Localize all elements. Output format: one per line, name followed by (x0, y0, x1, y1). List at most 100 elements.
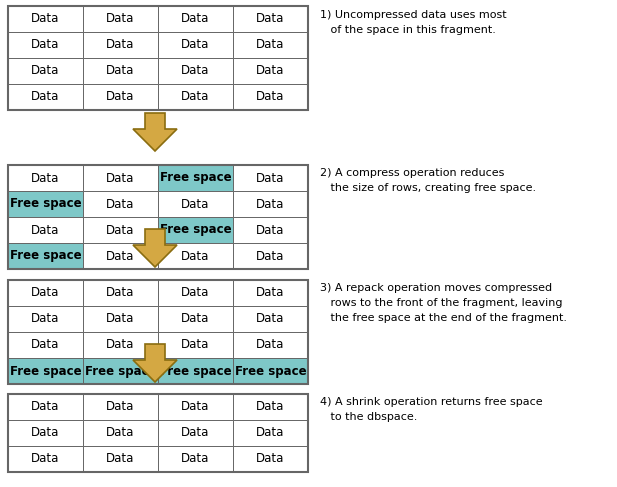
Bar (8, 306, 83, 332)
Text: Data: Data (256, 286, 284, 300)
Bar (83, 165, 158, 191)
Bar (8, 32, 83, 58)
Bar (158, 217, 233, 243)
Bar (8, 6, 83, 32)
Text: Data: Data (181, 38, 210, 52)
Bar (83, 217, 158, 243)
Bar (8, 84, 83, 110)
Bar (158, 6, 233, 32)
Bar (83, 243, 158, 269)
Bar (8, 165, 83, 191)
Text: Data: Data (256, 171, 284, 185)
Text: Data: Data (256, 64, 284, 77)
Text: Data: Data (106, 224, 135, 237)
Text: Data: Data (181, 427, 210, 439)
Text: Free space: Free space (160, 224, 231, 237)
Text: Free space: Free space (10, 198, 81, 210)
Bar (8, 280, 83, 306)
Bar (83, 32, 158, 58)
Text: Data: Data (31, 313, 60, 325)
Text: Data: Data (31, 452, 60, 466)
Bar (83, 446, 158, 472)
Text: Data: Data (256, 91, 284, 104)
Text: Data: Data (31, 400, 60, 413)
Text: Data: Data (256, 13, 284, 25)
Text: Data: Data (181, 452, 210, 466)
Bar (83, 394, 158, 420)
Text: Data: Data (106, 338, 135, 352)
Text: 4) A shrink operation returns free space: 4) A shrink operation returns free space (320, 397, 542, 407)
Text: Data: Data (256, 249, 284, 262)
Bar (158, 420, 233, 446)
Text: Data: Data (31, 13, 60, 25)
Bar (8, 6, 308, 110)
Text: the size of rows, creating free space.: the size of rows, creating free space. (320, 183, 536, 193)
Text: Free space: Free space (10, 249, 81, 262)
Bar (158, 358, 233, 384)
Bar (83, 58, 158, 84)
Text: Data: Data (106, 64, 135, 77)
Bar (233, 280, 308, 306)
Bar (233, 191, 308, 217)
Text: rows to the front of the fragment, leaving: rows to the front of the fragment, leavi… (320, 298, 563, 308)
Text: Data: Data (106, 400, 135, 413)
Bar (8, 332, 83, 358)
Text: Data: Data (106, 313, 135, 325)
Text: Data: Data (106, 286, 135, 300)
Bar (233, 420, 308, 446)
Bar (233, 165, 308, 191)
Text: Data: Data (31, 171, 60, 185)
Text: Data: Data (106, 38, 135, 52)
Bar (158, 332, 233, 358)
Text: Free space: Free space (160, 171, 231, 185)
Text: Data: Data (31, 286, 60, 300)
Text: Data: Data (31, 64, 60, 77)
Text: Data: Data (106, 249, 135, 262)
Bar (83, 420, 158, 446)
Text: Data: Data (181, 198, 210, 210)
Bar (233, 32, 308, 58)
Text: Data: Data (106, 452, 135, 466)
Text: Data: Data (181, 313, 210, 325)
Text: Data: Data (181, 286, 210, 300)
Bar (83, 332, 158, 358)
Text: Data: Data (181, 338, 210, 352)
Bar (233, 306, 308, 332)
Bar (158, 191, 233, 217)
Bar (158, 306, 233, 332)
Bar (8, 165, 308, 269)
Text: Data: Data (256, 224, 284, 237)
Bar (158, 280, 233, 306)
Text: Data: Data (106, 171, 135, 185)
Polygon shape (133, 344, 177, 382)
Bar (158, 32, 233, 58)
Text: Data: Data (106, 13, 135, 25)
Bar (8, 446, 83, 472)
Text: Free space: Free space (85, 364, 156, 377)
Bar (158, 243, 233, 269)
Bar (83, 6, 158, 32)
Text: Data: Data (106, 91, 135, 104)
Text: Data: Data (31, 91, 60, 104)
Polygon shape (133, 113, 177, 151)
Bar (83, 280, 158, 306)
Bar (83, 306, 158, 332)
Text: Data: Data (106, 427, 135, 439)
Text: 1) Uncompressed data uses most: 1) Uncompressed data uses most (320, 10, 507, 20)
Bar (233, 394, 308, 420)
Text: Data: Data (256, 452, 284, 466)
Bar (8, 394, 83, 420)
Bar (233, 446, 308, 472)
Text: Data: Data (106, 198, 135, 210)
Bar (8, 420, 83, 446)
Text: Data: Data (256, 338, 284, 352)
Text: Data: Data (256, 313, 284, 325)
Text: Free space: Free space (234, 364, 306, 377)
Bar (8, 58, 83, 84)
Bar (233, 243, 308, 269)
Text: of the space in this fragment.: of the space in this fragment. (320, 25, 496, 35)
Bar (8, 243, 83, 269)
Bar (158, 446, 233, 472)
Bar (8, 217, 83, 243)
Bar (158, 394, 233, 420)
